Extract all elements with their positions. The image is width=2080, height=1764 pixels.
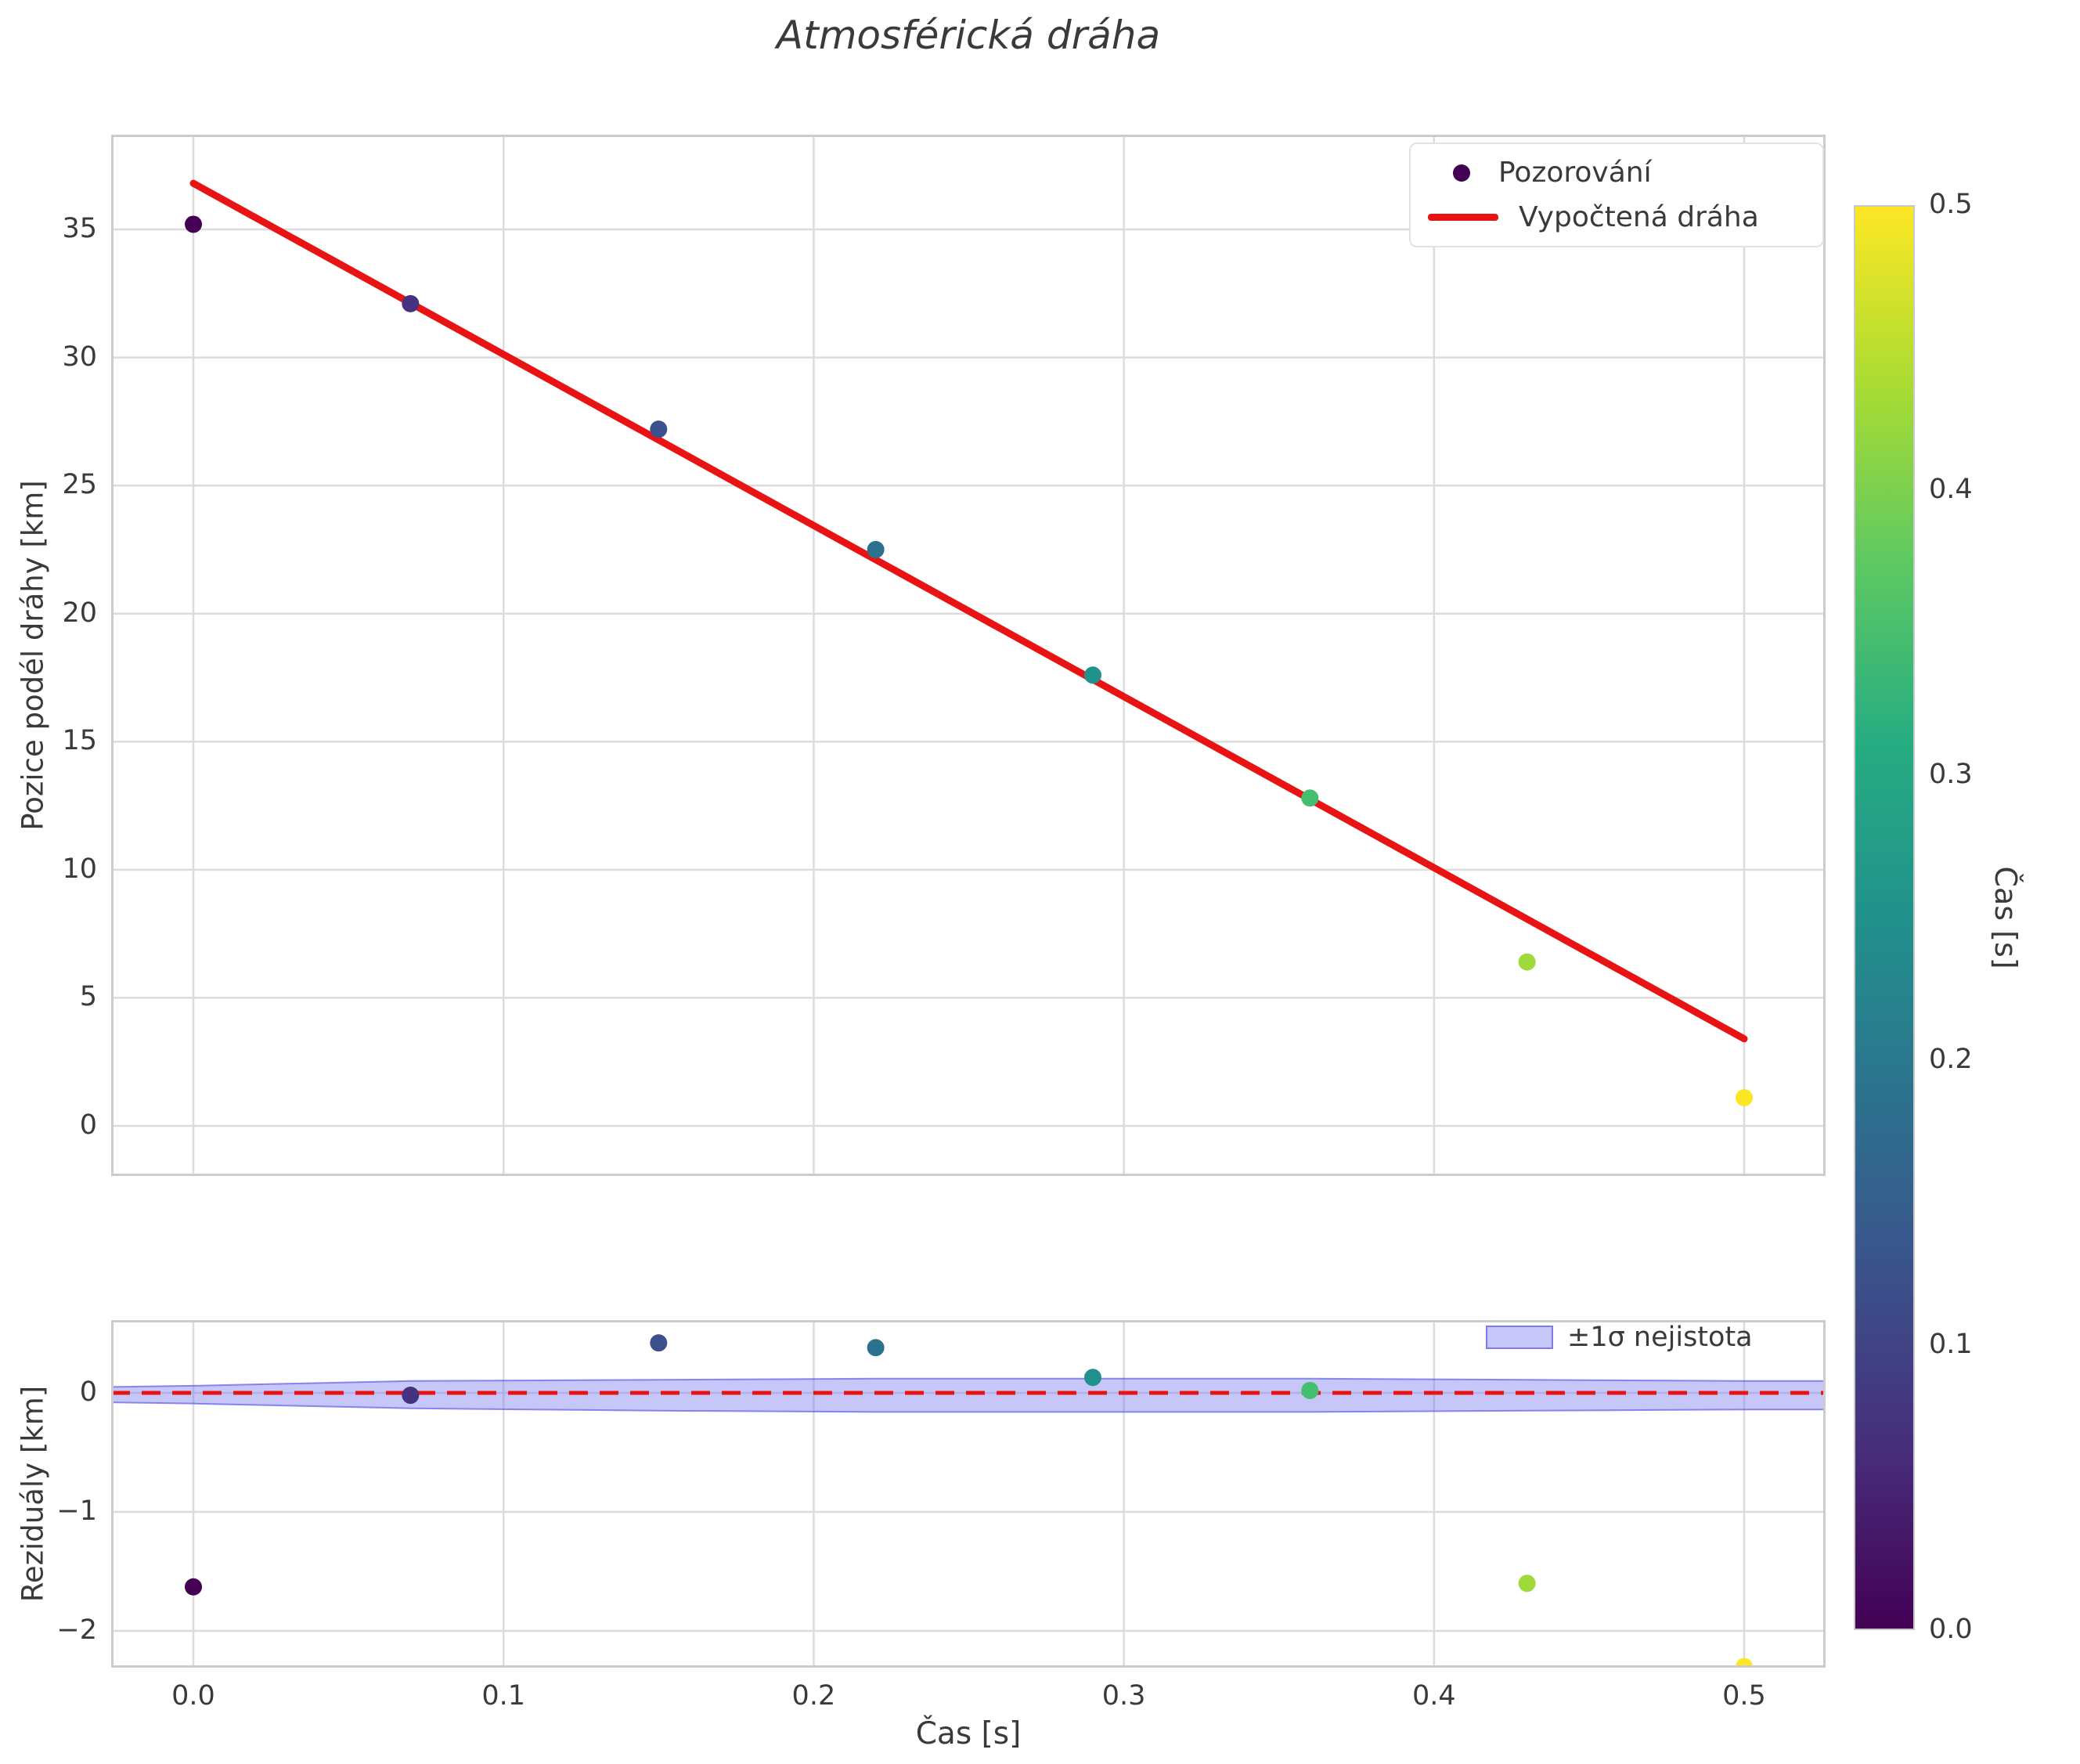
fit-line [189,179,1748,1043]
colorbar-tick-label: 0.1 [1929,1329,1973,1360]
colorbar-gradient [1855,207,1913,1629]
residuals-plot-canvas [111,1320,1826,1668]
data-point [650,420,668,438]
uncertainty-band [111,1377,1826,1413]
xtick-label: 0.2 [791,1680,836,1712]
colorbar-tick-label: 0.2 [1929,1044,1973,1075]
uncertainty-legend: ±1σ nejistota [1486,1322,1753,1353]
data-point [1083,1369,1101,1387]
xtick-label: 0.3 [1101,1680,1146,1712]
figure-title: Atmosférická dráha [776,13,1161,58]
colorbar-label: Čas [s] [1988,866,2023,969]
legend-entry-fit-line: Vypočtená dráha [1428,201,1805,233]
observations-legend-label: Pozorování [1498,157,1652,189]
data-point [1301,789,1319,807]
data-point [867,540,885,558]
trajectory-ytick-label: 0 [79,1109,97,1141]
data-point [1083,666,1101,684]
observations-marker-icon [1453,164,1470,182]
trajectory-ytick-label: 20 [62,597,97,629]
data-point [402,1387,420,1405]
residuals-ytick-label: 0 [79,1376,97,1408]
data-point [1736,1658,1753,1668]
data-point [867,1339,885,1357]
fit-line-legend-label: Vypočtená dráha [1519,201,1759,233]
data-point [1518,953,1536,971]
plot-frame [111,1320,1826,1668]
data-point [185,215,202,233]
trajectory-ytick-label: 25 [62,469,97,501]
trajectory-ylabel: Pozice podél dráhy [km] [16,480,50,831]
plot-frame [111,135,1826,1176]
trajectory-ytick-label: 10 [62,853,97,885]
trajectory-ytick-label: 30 [62,341,97,373]
legend-entry-observations: Pozorování [1428,157,1805,189]
trajectory-ytick-label: 5 [79,981,97,1013]
data-point [185,1578,202,1596]
xaxis-label: Čas [s] [915,1716,1022,1751]
data-point [1301,1381,1319,1399]
xtick-label: 0.0 [171,1680,215,1712]
xtick-label: 0.4 [1411,1680,1456,1712]
colorbar-tick-label: 0.5 [1929,189,1973,220]
trajectory-ytick-label: 35 [62,213,97,244]
residuals-ytick-label: −1 [56,1495,97,1527]
colorbar-tick-label: 0.3 [1929,759,1973,790]
xtick-label: 0.1 [481,1680,526,1712]
xtick-label: 0.5 [1722,1680,1766,1712]
residuals-ylabel: Reziduály [km] [16,1385,50,1603]
trajectory-legend: Pozorování Vypočtená dráha [1409,142,1824,247]
trajectory-plot-canvas [111,135,1826,1176]
colorbar [1854,205,1915,1630]
trajectory-ytick-label: 15 [62,725,97,757]
uncertainty-band-swatch-icon [1486,1326,1553,1349]
data-point [1736,1089,1753,1107]
uncertainty-legend-label: ±1σ nejistota [1567,1322,1753,1353]
data-point [1518,1575,1536,1593]
residuals-ytick-label: −2 [56,1614,97,1646]
colorbar-tick-label: 0.4 [1929,474,1973,505]
data-point [402,294,420,312]
data-point [650,1334,668,1352]
fit-line-marker-icon [1428,214,1498,221]
colorbar-tick-label: 0.0 [1929,1614,1973,1645]
